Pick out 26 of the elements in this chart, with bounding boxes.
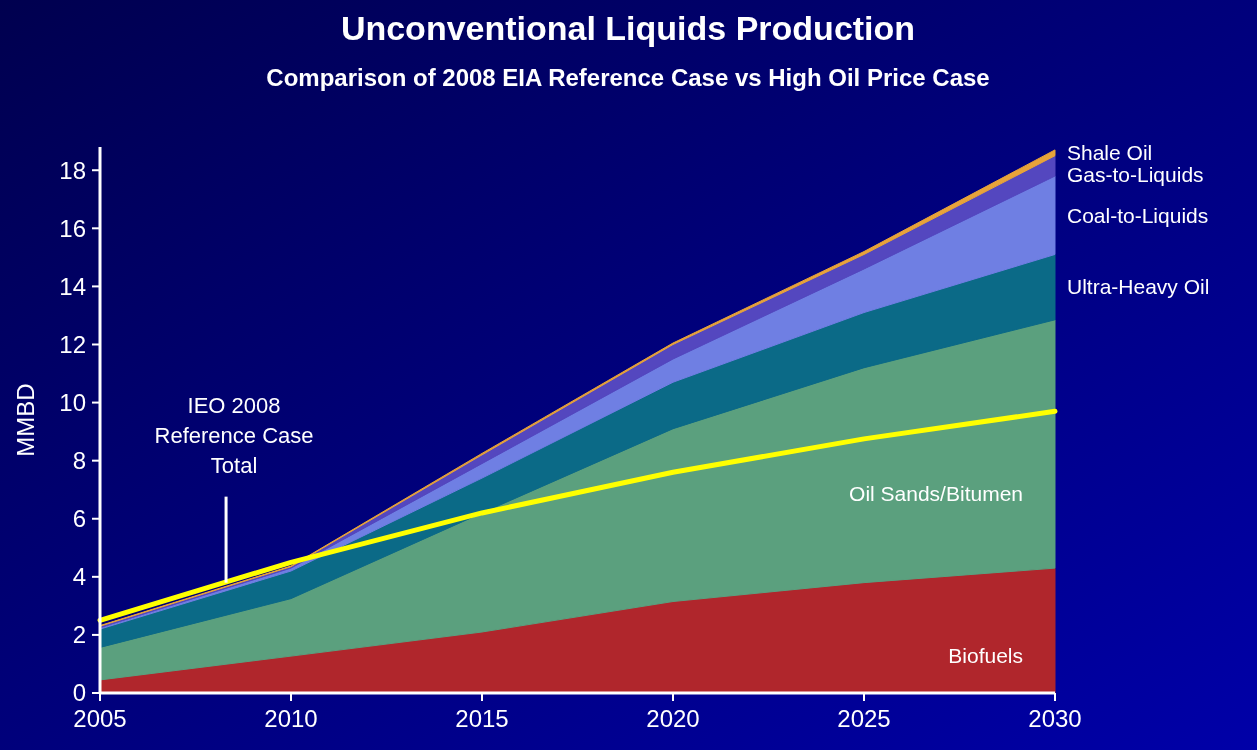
x-tick-label: 2020 bbox=[646, 705, 700, 732]
y-tick-label: 4 bbox=[72, 563, 86, 591]
x-tick-label: 2025 bbox=[837, 705, 891, 732]
x-tick-label: 2005 bbox=[73, 705, 127, 732]
series-label: Coal-to-Liquids bbox=[1067, 203, 1209, 227]
y-tick-label: 14 bbox=[59, 272, 86, 300]
y-tick-label: 18 bbox=[59, 156, 86, 184]
x-tick-label: 2030 bbox=[1028, 705, 1082, 732]
y-tick-label: 8 bbox=[72, 447, 86, 475]
y-tick-label: 2 bbox=[72, 621, 86, 649]
y-axis-title: MMBD bbox=[12, 383, 39, 457]
annotation: IEO 2008 Reference Case Total bbox=[154, 392, 314, 478]
series-label: Ultra-Heavy Oil bbox=[1067, 275, 1210, 299]
x-tick-label: 2015 bbox=[455, 705, 509, 732]
series-label: Shale Oil bbox=[1067, 141, 1153, 165]
series-label: Biofuels bbox=[948, 643, 1023, 667]
x-tick-label: 2010 bbox=[264, 705, 318, 732]
y-tick-label: 10 bbox=[59, 388, 86, 416]
y-tick-label: 12 bbox=[59, 330, 86, 358]
y-tick-label: 6 bbox=[72, 505, 86, 533]
chart-title: Unconventional Liquids Production bbox=[340, 9, 916, 47]
y-tick-label: 16 bbox=[59, 214, 86, 242]
y-tick-label: 0 bbox=[72, 679, 86, 707]
series-label: Oil Sands/Bitumen bbox=[849, 481, 1023, 505]
chart-subtitle: Comparison of 2008 EIA Reference Case vs High Oil Price Case bbox=[266, 64, 990, 91]
series-label: Gas-to-Liquids bbox=[1067, 163, 1204, 187]
